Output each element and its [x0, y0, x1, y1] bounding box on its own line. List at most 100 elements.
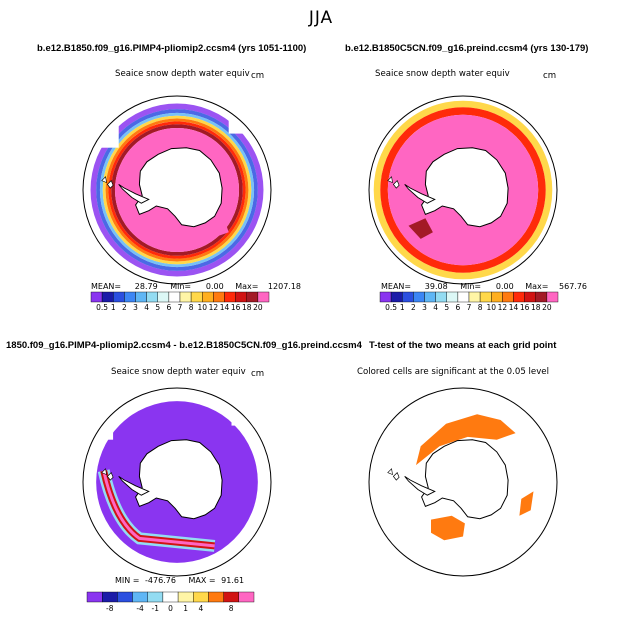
panel2-colorbar-box — [535, 291, 548, 303]
panel1-max-value: 1207.18 — [267, 282, 302, 291]
panel3-min-label: MIN = — [115, 576, 140, 585]
panel4-significant-cells — [416, 414, 516, 466]
panel3-colorbar-box — [147, 591, 164, 603]
panel1-mean-value: 28.79 — [134, 282, 158, 291]
panel1-colorbar-tick-label: 14 — [220, 303, 230, 312]
panel1-colorbar-tick-label: 5 — [155, 303, 160, 312]
panel3-min-value: -476.76 — [145, 576, 176, 585]
panel2-colorbar-box — [379, 291, 392, 303]
panel1-min-value: 0.00 — [205, 282, 224, 291]
panel2-south-america-tip — [392, 179, 400, 189]
panel3-colorbar-box — [132, 591, 148, 603]
panel1-colorbar-tick-label: 6 — [167, 303, 172, 312]
panel3-colorbar-box — [177, 591, 194, 603]
panel2-mean-label: MEAN= — [381, 282, 412, 291]
panel1-colorbar-box — [224, 291, 236, 303]
panel2-peninsula-land — [404, 184, 436, 204]
panel1-colorbar-tick-label: 7 — [178, 303, 183, 312]
panel3-colorbar-box — [86, 591, 103, 603]
panel2-colorbar-tick-label: 12 — [498, 303, 508, 312]
panel3-open-ocean — [83, 388, 114, 440]
panel3-peninsula-land — [118, 476, 150, 496]
panel1-colorbar-box — [113, 291, 125, 303]
panel3-colorbar-box — [208, 591, 224, 603]
panel2-colorbar-box — [390, 291, 403, 303]
panel3-field-name: Seaice snow depth water equiv — [111, 367, 246, 377]
panel3-colorbar-box — [223, 591, 240, 603]
panel1-colorbar-box — [235, 291, 247, 303]
panel1-colorbar-tick-label: 20 — [253, 303, 263, 312]
panel4-south-america-tip — [392, 471, 400, 481]
panel2-max-label: Max= — [525, 282, 549, 291]
panel1-colorbar-box — [257, 291, 270, 303]
panel3-max-label: MAX = — [188, 576, 216, 585]
panel1-colorbar-box — [146, 291, 158, 303]
panel2-colorbar-tick-label: 4 — [433, 303, 438, 312]
panel1-south-america-tip — [106, 179, 114, 189]
panel1-units: cm — [251, 71, 265, 81]
panel2-colorbar-tick-label: 1 — [400, 303, 405, 312]
panel1-colorbar-box — [90, 291, 103, 303]
panel2-max-value: 567.76 — [559, 282, 588, 291]
panel2-map-frame — [368, 95, 558, 285]
panel3-colorbar-box — [238, 591, 255, 603]
panel4-map-frame — [368, 387, 558, 577]
panel1-open-ocean — [228, 96, 271, 134]
panel4-antarctica-land — [421, 439, 509, 520]
panel1-islands — [101, 176, 107, 183]
panel3-case-title: 1850.f09_g16.PIMP4-pliomip2.ccsm4 - b.e1… — [6, 340, 362, 351]
panel2-thick-ice — [408, 218, 433, 239]
panel1-colorbar-tick-label: 16 — [231, 303, 241, 312]
panel1-colorbar-box — [157, 291, 170, 303]
panel3-colorbar-tick-label: 0 — [168, 604, 173, 613]
season-title: JJA — [308, 8, 334, 28]
panel2-colorbar-box — [479, 291, 492, 303]
panel2-colorbar-box — [435, 291, 447, 303]
panel2-colorbar-box — [457, 291, 470, 303]
panel3-colorbar-box — [117, 591, 133, 603]
panel2-colorbar-tick-label: 7 — [467, 303, 472, 312]
panel1-colorbar-tick-label: 3 — [133, 303, 138, 312]
panel1-colorbar-box — [168, 291, 181, 303]
panel2-colorbar-box — [446, 291, 459, 303]
panel1-colorbar-box — [124, 291, 136, 303]
panel3-colorbar-tick-label: -8 — [106, 604, 114, 613]
panel1-stats: MEAN= 28.79 Min= 0.00 Max= 1207.18 — [91, 282, 301, 291]
panel1-peninsula-land — [118, 184, 150, 204]
panel3-colorbar-tick-label: 4 — [199, 604, 204, 613]
panel2-colorbar-tick-label: 8 — [478, 303, 483, 312]
panel1-colorbar-box — [190, 291, 203, 303]
panel3-colorbar-tick-label: 1 — [183, 604, 188, 613]
panel2-case-title: b.e12.B1850C5CN.f09_g16.preind.ccsm4 (yr… — [345, 43, 589, 54]
panel2-colorbar-box — [513, 291, 525, 303]
panel1-min-label: Min= — [170, 282, 192, 291]
panel2-antarctica-land — [421, 147, 509, 228]
panel1-colorbar-tick-label: 18 — [242, 303, 252, 312]
panel2-colorbar-tick-label: 18 — [531, 303, 541, 312]
panel3-map-frame — [82, 387, 272, 577]
panel2-colorbar-box — [468, 291, 481, 303]
panel1-colorbar-tick-label: 1 — [111, 303, 116, 312]
panel2-colorbar-tick-label: 20 — [542, 303, 552, 312]
panel2-min-value: 0.00 — [495, 282, 514, 291]
panel2-colorbar-tick-label: 5 — [444, 303, 449, 312]
panel3-islands — [101, 468, 107, 475]
panel2-mean-value: 39.08 — [424, 282, 448, 291]
panel1-colorbar-box — [179, 291, 192, 303]
panel1-antarctica-land — [135, 147, 223, 228]
panel2-colorbar-tick-label: 6 — [456, 303, 461, 312]
panel2-units: cm — [543, 71, 557, 81]
panel2-colorbar-box — [491, 291, 503, 303]
panel1-colorbar-tick-label: 10 — [198, 303, 208, 312]
panel1-colorbar-box — [213, 291, 225, 303]
panel1-colorbar-box — [101, 291, 114, 303]
panel2-stats: MEAN= 39.08 Min= 0.00 Max= 567.76 — [381, 282, 587, 291]
panel1-colorbar-tick-label: 12 — [209, 303, 219, 312]
panel2-colorbar-box — [424, 291, 436, 303]
panel2-colorbar-tick-label: 3 — [422, 303, 427, 312]
panel4-peninsula-land — [404, 476, 436, 496]
panel1-max-label: Max= — [235, 282, 259, 291]
panel2-colorbar-box — [402, 291, 414, 303]
panel1-colorbar-box — [202, 291, 214, 303]
